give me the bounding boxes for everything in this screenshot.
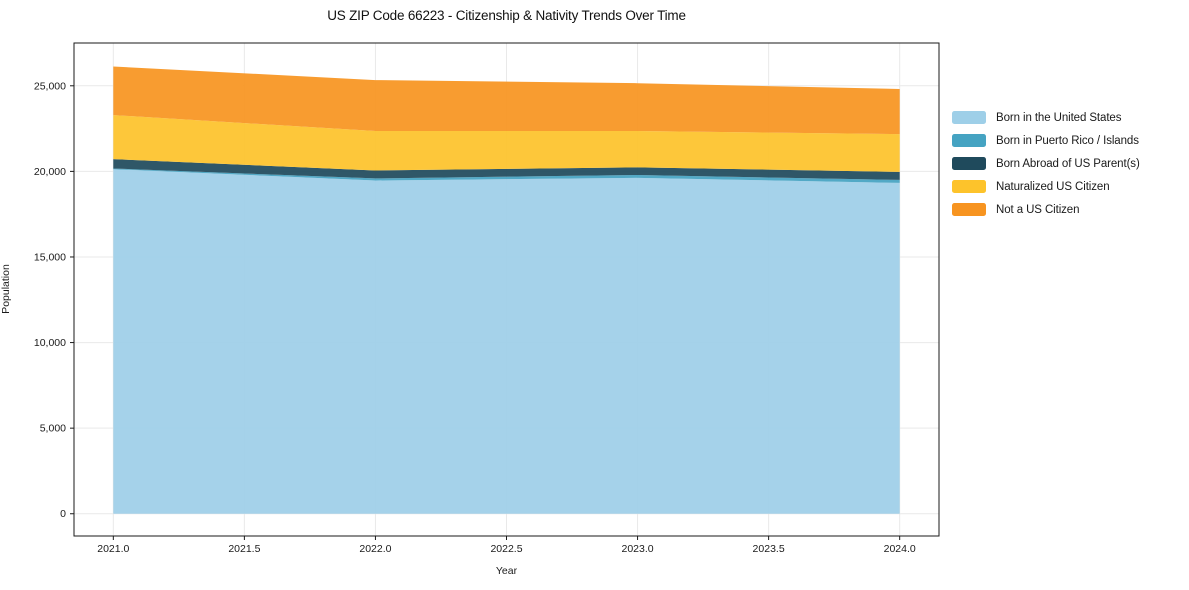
y-tick-label: 25,000 — [34, 80, 66, 92]
x-tick-label: 2024.0 — [884, 543, 916, 555]
y-tick-label: 20,000 — [34, 166, 66, 178]
x-axis-label: Year — [495, 565, 518, 577]
legend-label: Born in the United States — [996, 111, 1122, 124]
x-tick-label: 2021.0 — [97, 543, 129, 555]
y-tick-label: 5,000 — [40, 423, 66, 435]
y-tick-label: 0 — [60, 508, 66, 520]
x-tick-label: 2023.0 — [621, 543, 653, 555]
legend-label: Born in Puerto Rico / Islands — [996, 134, 1139, 147]
legend-label: Not a US Citizen — [996, 203, 1080, 216]
area-series-1 — [113, 168, 900, 183]
y-tick-label: 10,000 — [34, 337, 66, 349]
legend-label: Born Abroad of US Parent(s) — [996, 157, 1140, 170]
legend-swatch — [952, 157, 986, 170]
x-tick-label: 2022.0 — [359, 543, 391, 555]
legend-item-2: Born Abroad of US Parent(s) — [952, 152, 1140, 175]
legend: Born in the United States Born in Puerto … — [952, 106, 1140, 221]
legend-item-3: Naturalized US Citizen — [952, 175, 1140, 198]
legend-swatch — [952, 203, 986, 216]
legend-item-0: Born in the United States — [952, 106, 1140, 129]
chart-title: US ZIP Code 66223 - Citizenship & Nativi… — [327, 8, 686, 23]
legend-swatch — [952, 111, 986, 124]
legend-item-4: Not a US Citizen — [952, 198, 1140, 221]
x-tick-label: 2022.5 — [490, 543, 522, 555]
x-tick-label: 2021.5 — [228, 543, 260, 555]
x-tick-label: 2023.5 — [753, 543, 785, 555]
y-axis-label: Population — [0, 264, 12, 314]
area-series-4 — [113, 66, 900, 135]
area-series-0 — [113, 169, 900, 514]
legend-swatch — [952, 180, 986, 193]
legend-swatch — [952, 134, 986, 147]
legend-item-1: Born in Puerto Rico / Islands — [952, 129, 1140, 152]
area-series-3 — [113, 115, 900, 172]
legend-label: Naturalized US Citizen — [996, 180, 1110, 193]
area-series-2 — [113, 159, 900, 180]
y-tick-label: 15,000 — [34, 251, 66, 263]
